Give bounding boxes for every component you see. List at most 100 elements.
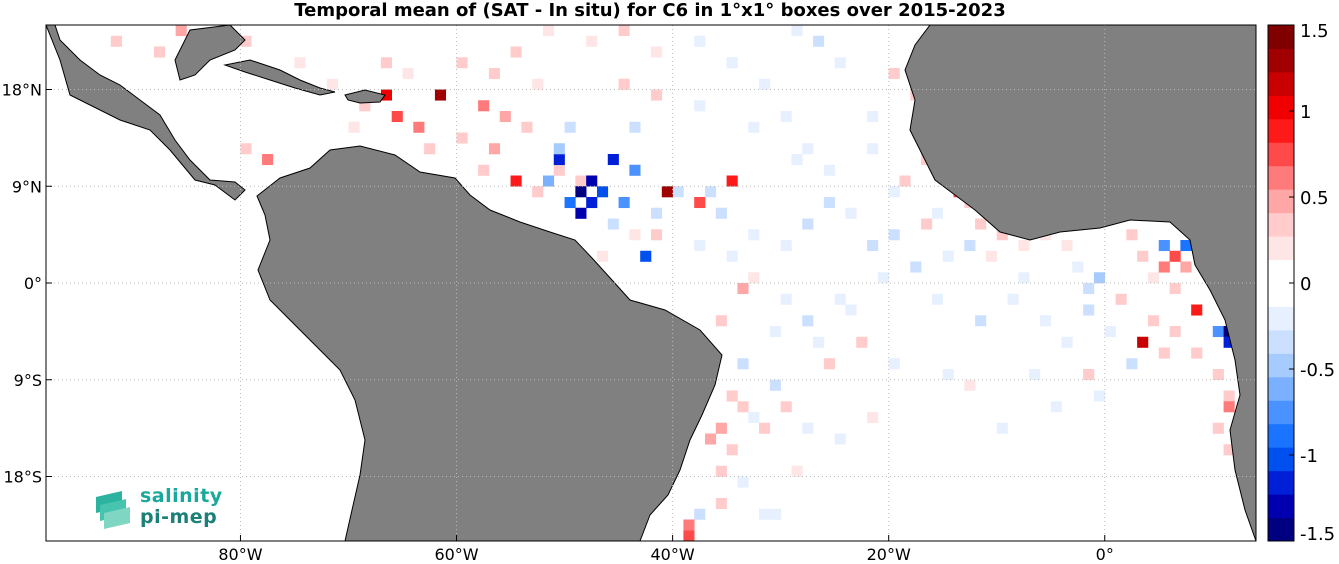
data-cell bbox=[1018, 272, 1030, 284]
data-cell bbox=[262, 154, 274, 166]
x-tick-label: 20°W bbox=[867, 545, 911, 564]
data-cell bbox=[521, 121, 533, 133]
colorbar-tick-label: -0.5 bbox=[1300, 360, 1335, 381]
data-cell bbox=[586, 175, 598, 187]
data-cell bbox=[996, 229, 1008, 241]
data-cell bbox=[1191, 304, 1203, 316]
data-cell bbox=[921, 218, 933, 230]
data-cell bbox=[694, 35, 706, 47]
data-cell bbox=[586, 35, 598, 47]
data-cell bbox=[618, 25, 630, 37]
data-cell bbox=[326, 78, 338, 90]
data-cell bbox=[759, 78, 771, 90]
colorbar: 1.5 1 0.5 0 -0.5 -1 -1.5 bbox=[1267, 21, 1335, 545]
data-cell bbox=[769, 508, 781, 520]
data-cell bbox=[596, 250, 609, 262]
colorbar-swatch bbox=[1268, 165, 1294, 190]
data-cell bbox=[359, 100, 371, 112]
colorbar-swatch bbox=[1268, 494, 1294, 519]
data-cell bbox=[737, 401, 749, 413]
colorbar-swatch bbox=[1268, 423, 1294, 448]
data-cell bbox=[705, 433, 717, 445]
colorbar-swatch bbox=[1268, 48, 1294, 73]
x-tick-label: 0° bbox=[1096, 545, 1114, 564]
data-cell bbox=[737, 283, 749, 295]
data-cell bbox=[1029, 369, 1041, 381]
data-cell bbox=[791, 465, 803, 477]
data-cell bbox=[888, 68, 900, 80]
data-cell bbox=[748, 121, 760, 133]
data-cell bbox=[694, 240, 706, 252]
data-cell bbox=[823, 164, 835, 176]
data-cell bbox=[607, 218, 619, 230]
data-cell bbox=[240, 143, 252, 155]
land-africa bbox=[904, 25, 1256, 541]
data-cell bbox=[791, 25, 803, 37]
data-cell bbox=[629, 229, 641, 241]
data-cell bbox=[1212, 369, 1224, 381]
logo-line-2: pi-mep bbox=[140, 506, 218, 528]
data-cell bbox=[726, 250, 738, 262]
data-cell bbox=[759, 422, 771, 434]
colorbar-swatch bbox=[1268, 283, 1294, 307]
data-cell bbox=[391, 111, 403, 123]
data-cell bbox=[175, 25, 187, 37]
data-cell bbox=[823, 197, 835, 209]
y-tick-label: 9°S bbox=[14, 371, 42, 390]
data-cell bbox=[996, 422, 1008, 434]
data-cell bbox=[1180, 261, 1192, 273]
data-cell bbox=[575, 207, 587, 219]
data-cell bbox=[542, 25, 555, 37]
data-cell bbox=[802, 422, 814, 434]
colorbar-swatch bbox=[1268, 400, 1294, 425]
data-cell bbox=[1223, 401, 1235, 413]
data-cell bbox=[910, 261, 922, 273]
data-cell bbox=[1104, 326, 1116, 338]
data-cell bbox=[683, 519, 695, 531]
data-cell bbox=[499, 111, 511, 123]
y-tick-label: 9°N bbox=[12, 177, 42, 196]
data-cell bbox=[1180, 240, 1192, 252]
data-cell bbox=[964, 379, 976, 391]
data-cell bbox=[985, 250, 998, 262]
data-cell bbox=[586, 197, 598, 209]
data-cell bbox=[1039, 315, 1052, 327]
colorbar-swatch bbox=[1268, 142, 1294, 167]
data-cell bbox=[553, 143, 565, 155]
data-cell bbox=[748, 412, 760, 424]
data-cell bbox=[456, 57, 468, 69]
grid-lines bbox=[46, 25, 1256, 541]
data-cell bbox=[694, 100, 706, 112]
colorbar-tick-label: -1.5 bbox=[1300, 524, 1335, 545]
data-cell bbox=[780, 293, 792, 305]
x-tick-label: 40°W bbox=[651, 545, 695, 564]
data-cell bbox=[478, 164, 490, 176]
data-cell bbox=[899, 175, 911, 187]
data-cell bbox=[942, 250, 954, 262]
data-cell bbox=[813, 35, 825, 47]
data-cell bbox=[931, 293, 943, 305]
data-cell bbox=[478, 100, 490, 112]
data-cell bbox=[575, 186, 587, 198]
data-cell bbox=[413, 121, 425, 133]
data-cell bbox=[488, 68, 501, 80]
land-central-america bbox=[46, 25, 246, 201]
data-cell bbox=[1212, 326, 1224, 338]
data-cell bbox=[975, 315, 987, 327]
colorbar-swatch bbox=[1268, 470, 1294, 495]
data-cell bbox=[888, 229, 900, 241]
data-cell bbox=[553, 164, 565, 176]
data-cell bbox=[856, 336, 868, 348]
data-cell bbox=[748, 272, 760, 284]
land-south-america bbox=[256, 145, 723, 541]
data-cell bbox=[737, 358, 749, 370]
x-tick-label: 80°W bbox=[218, 545, 262, 564]
colorbar-swatch bbox=[1268, 212, 1294, 237]
data-cell bbox=[1158, 261, 1170, 273]
data-cell bbox=[888, 186, 900, 198]
data-cell bbox=[780, 240, 792, 252]
data-cell bbox=[564, 197, 576, 209]
data-cell bbox=[845, 207, 857, 219]
data-cell bbox=[726, 390, 738, 402]
